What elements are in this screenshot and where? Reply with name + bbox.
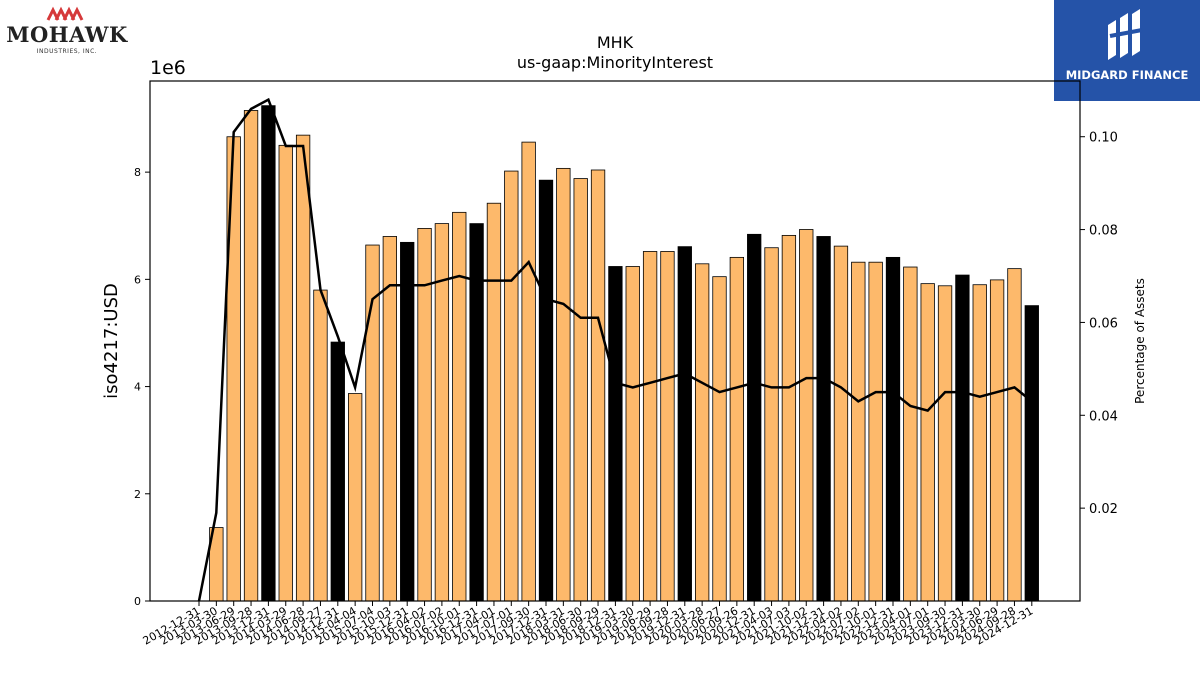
- y2-tick-label: 0.10: [1089, 131, 1118, 146]
- bar: [695, 263, 710, 602]
- y2-tick-label: 0.04: [1089, 409, 1118, 424]
- bar: [382, 236, 398, 602]
- midgard-finance-logo: MIDGARD FINANCE: [1054, 0, 1200, 101]
- bar: [295, 134, 311, 602]
- bar: [868, 261, 883, 602]
- bar: [400, 241, 415, 602]
- bar: [937, 285, 953, 602]
- mohawk-logo-subtitle: INDUSTRIES, INC.: [36, 48, 98, 55]
- bar: [955, 274, 970, 602]
- bar: [747, 233, 762, 602]
- bar: [920, 283, 935, 602]
- bar: [573, 178, 588, 602]
- bar: [642, 251, 658, 602]
- bar: [504, 170, 519, 602]
- line-series: [197, 97, 1033, 602]
- mohawk-logo-name: MOHAWK: [6, 22, 128, 47]
- bar: [660, 251, 675, 602]
- bar: [851, 261, 866, 602]
- bar: [243, 110, 259, 602]
- bar: [1024, 305, 1039, 602]
- bar: [486, 202, 502, 602]
- y-tick-label: 8: [134, 166, 141, 179]
- bar: [313, 289, 328, 602]
- mohawk-wave-icon: [46, 6, 84, 21]
- bar: [590, 169, 606, 602]
- bar: [729, 256, 744, 602]
- y2-tick-label: 0.06: [1089, 316, 1118, 331]
- bar: [625, 266, 640, 602]
- bar: [608, 266, 623, 602]
- bar: [538, 179, 554, 602]
- bar: [677, 246, 692, 602]
- bar: [556, 167, 571, 602]
- chart-subtitle: us-gaap:MinorityInterest: [517, 53, 713, 72]
- bar: [833, 245, 849, 602]
- y2-tick-label: 0.02: [1089, 502, 1118, 517]
- bar: [989, 279, 1005, 602]
- chart-title: MHK: [597, 33, 634, 52]
- bar: [816, 236, 831, 602]
- y-tick-label: 2: [134, 488, 141, 501]
- bar: [452, 211, 467, 602]
- midgard-emblem-icon: [1108, 9, 1143, 60]
- y-tick-label: 4: [134, 381, 141, 394]
- y-axis-label: iso4217:USD: [101, 283, 122, 399]
- bar: [781, 234, 797, 602]
- y2-axis-label: Percentage of Assets: [1133, 278, 1147, 404]
- bar: [903, 266, 918, 602]
- bar: [764, 247, 779, 602]
- bar: [1007, 268, 1022, 602]
- y-offset-label: 1e6: [150, 57, 186, 79]
- y-tick-label: 0: [134, 595, 141, 608]
- bar: [347, 393, 363, 602]
- bar: [799, 229, 814, 602]
- mohawk-logo: MOHAWK INDUSTRIES, INC.: [4, 4, 130, 60]
- bar: [712, 276, 727, 602]
- bar: [972, 284, 987, 602]
- bar: [278, 144, 293, 602]
- midgard-logo-name: MIDGARD FINANCE: [1065, 68, 1189, 82]
- bar: [885, 256, 901, 602]
- y-tick-label: 6: [134, 273, 141, 286]
- bar: [226, 136, 241, 602]
- y2-tick-label: 0.08: [1089, 224, 1118, 239]
- bar: [261, 105, 276, 602]
- bar: [521, 141, 536, 602]
- bar: [330, 341, 345, 602]
